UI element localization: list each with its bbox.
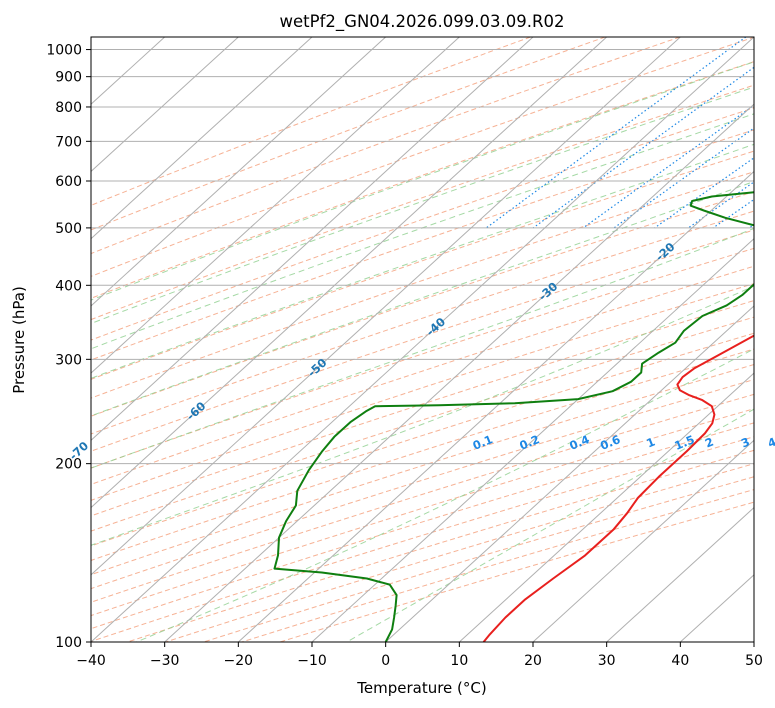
y-tick-label: 300 <box>55 352 82 368</box>
isotherm-line <box>237 170 754 642</box>
isotherm-line <box>91 37 608 509</box>
dry-adiabat <box>91 171 754 399</box>
dry-adiabat <box>91 84 754 321</box>
dry-adiabat <box>241 489 754 642</box>
isohume-label: 0.1 <box>471 432 495 453</box>
dry-adiabat <box>91 37 531 206</box>
background-lines <box>91 37 754 642</box>
isotherm-line <box>91 37 239 173</box>
isotherm-line <box>385 305 754 642</box>
dry-adiabat <box>165 463 754 642</box>
isotherm-line <box>606 506 754 642</box>
dry-adiabat <box>91 37 754 277</box>
isotherm-line <box>91 37 681 576</box>
x-tick-label: 0 <box>381 653 390 669</box>
y-tick-label: 600 <box>55 174 82 190</box>
isohume-line <box>532 66 754 229</box>
x-axis-title: Temperature (°C) <box>356 679 486 697</box>
isotherm-lines <box>91 37 754 642</box>
x-tick-label: −20 <box>224 653 254 669</box>
isohume-label: 3 <box>739 435 752 451</box>
isohume-label: 0.4 <box>567 432 591 453</box>
isohume-line <box>748 223 754 229</box>
x-tick-label: 40 <box>671 653 689 669</box>
x-tick-label: 10 <box>450 653 468 669</box>
dry-adiabat <box>91 129 754 361</box>
x-tick-label: −10 <box>297 653 327 669</box>
plot-frame <box>90 36 755 643</box>
chart-title: wetPf2_GN04.2026.099.03.09.R02 <box>280 12 565 32</box>
x-tick-label: 50 <box>745 653 763 669</box>
y-axis-title: Pressure (hPa) <box>10 286 28 394</box>
y-tick-label: 500 <box>55 221 82 237</box>
x-tick-label: −30 <box>150 653 180 669</box>
isohume-label: 0.6 <box>598 432 622 453</box>
x-tick-label: −40 <box>76 653 106 669</box>
x-axis-ticks: −40 −30 −20 −10 0 10 20 30 40 50 <box>76 642 763 669</box>
isohume-label: 2 <box>703 435 716 451</box>
moist-adiabat <box>91 113 754 350</box>
x-tick-label: 20 <box>524 653 542 669</box>
isotherm-line <box>164 103 754 642</box>
y-tick-label: 400 <box>55 278 82 294</box>
isotherm-line <box>458 372 754 642</box>
y-tick-label: 200 <box>55 457 82 473</box>
temperature-line <box>482 334 754 642</box>
isotherm-line <box>91 37 387 307</box>
y-tick-label: 900 <box>55 70 82 86</box>
isotherm-line <box>91 37 754 642</box>
dry-adiabat <box>91 37 681 255</box>
moist-adiabat <box>136 348 754 642</box>
isohume-label: 1 <box>644 435 657 451</box>
y-tick-label: 1000 <box>46 43 82 59</box>
sounding-profiles <box>273 191 754 642</box>
isotherm-line <box>91 37 460 374</box>
isotherm-line <box>311 237 754 642</box>
isohume-label: 1.5 <box>672 432 696 453</box>
y-tick-label: 700 <box>55 134 82 150</box>
isotherm-line <box>91 37 534 442</box>
isohume-line <box>485 37 747 229</box>
pressure-gridlines <box>91 49 754 642</box>
isotherm-label: -10 <box>772 198 775 222</box>
moist-adiabat <box>91 61 754 301</box>
isotherm-line <box>91 37 313 240</box>
dewpoint-line <box>273 191 754 642</box>
isohume-line <box>654 157 754 229</box>
x-tick-label: 30 <box>598 653 616 669</box>
isotherm-line <box>532 439 754 642</box>
y-tick-label: 100 <box>55 635 82 651</box>
isotherm-line <box>753 641 754 642</box>
isohume-line <box>613 127 754 229</box>
isohume-label: 4 <box>766 435 775 451</box>
y-axis-ticks: 1000 900 800 700 600 500 400 300 200 100 <box>46 43 91 651</box>
dry-adiabat <box>91 150 754 380</box>
y-tick-label: 800 <box>55 100 82 116</box>
